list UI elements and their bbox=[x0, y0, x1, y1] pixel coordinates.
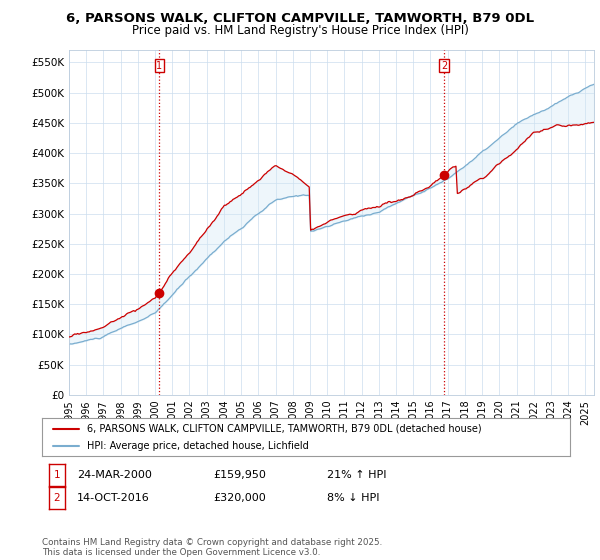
Text: 1: 1 bbox=[156, 60, 162, 71]
Text: 6, PARSONS WALK, CLIFTON CAMPVILLE, TAMWORTH, B79 0DL (detached house): 6, PARSONS WALK, CLIFTON CAMPVILLE, TAMW… bbox=[87, 423, 482, 433]
Text: Contains HM Land Registry data © Crown copyright and database right 2025.
This d: Contains HM Land Registry data © Crown c… bbox=[42, 538, 382, 557]
Text: 6, PARSONS WALK, CLIFTON CAMPVILLE, TAMWORTH, B79 0DL: 6, PARSONS WALK, CLIFTON CAMPVILLE, TAMW… bbox=[66, 12, 534, 25]
Text: Price paid vs. HM Land Registry's House Price Index (HPI): Price paid vs. HM Land Registry's House … bbox=[131, 24, 469, 36]
Text: 2: 2 bbox=[53, 493, 61, 503]
Text: 8% ↓ HPI: 8% ↓ HPI bbox=[327, 493, 380, 503]
Text: £159,950: £159,950 bbox=[213, 470, 266, 480]
Text: 14-OCT-2016: 14-OCT-2016 bbox=[77, 493, 149, 503]
Text: 2: 2 bbox=[441, 60, 447, 71]
Text: 1: 1 bbox=[53, 470, 61, 480]
Text: HPI: Average price, detached house, Lichfield: HPI: Average price, detached house, Lich… bbox=[87, 441, 308, 451]
Text: 24-MAR-2000: 24-MAR-2000 bbox=[77, 470, 152, 480]
Text: £320,000: £320,000 bbox=[213, 493, 266, 503]
Text: 21% ↑ HPI: 21% ↑ HPI bbox=[327, 470, 386, 480]
